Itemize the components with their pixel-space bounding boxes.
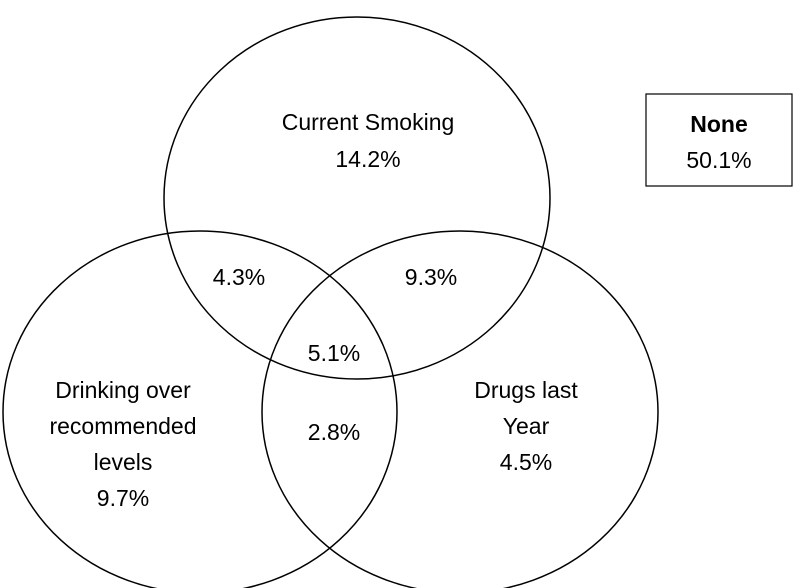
circle-current-smoking [163,16,551,380]
none-label: None [690,111,748,137]
drinking-label-line-1: Drinking over [55,377,191,403]
overlap-all-three: 5.1% [308,340,360,366]
drinking-label-line-2: recommended [49,413,196,439]
circle-drugs [261,230,659,588]
none-box [645,93,793,187]
circle-drinking [2,230,398,588]
smoking-label: Current Smoking [282,109,455,135]
drugs-label-line-1: Drugs last [474,377,578,403]
drugs-value: 4.5% [500,449,552,475]
drinking-label-line-3: levels [94,449,153,475]
none-value: 50.1% [686,147,751,173]
drinking-value: 9.7% [97,485,149,511]
drugs-label-line-2: Year [503,413,550,439]
overlap-smoking-drugs: 9.3% [405,264,457,290]
overlap-smoking-drinking: 4.3% [213,264,265,290]
smoking-value: 14.2% [335,146,400,172]
overlap-drinking-drugs: 2.8% [308,419,360,445]
